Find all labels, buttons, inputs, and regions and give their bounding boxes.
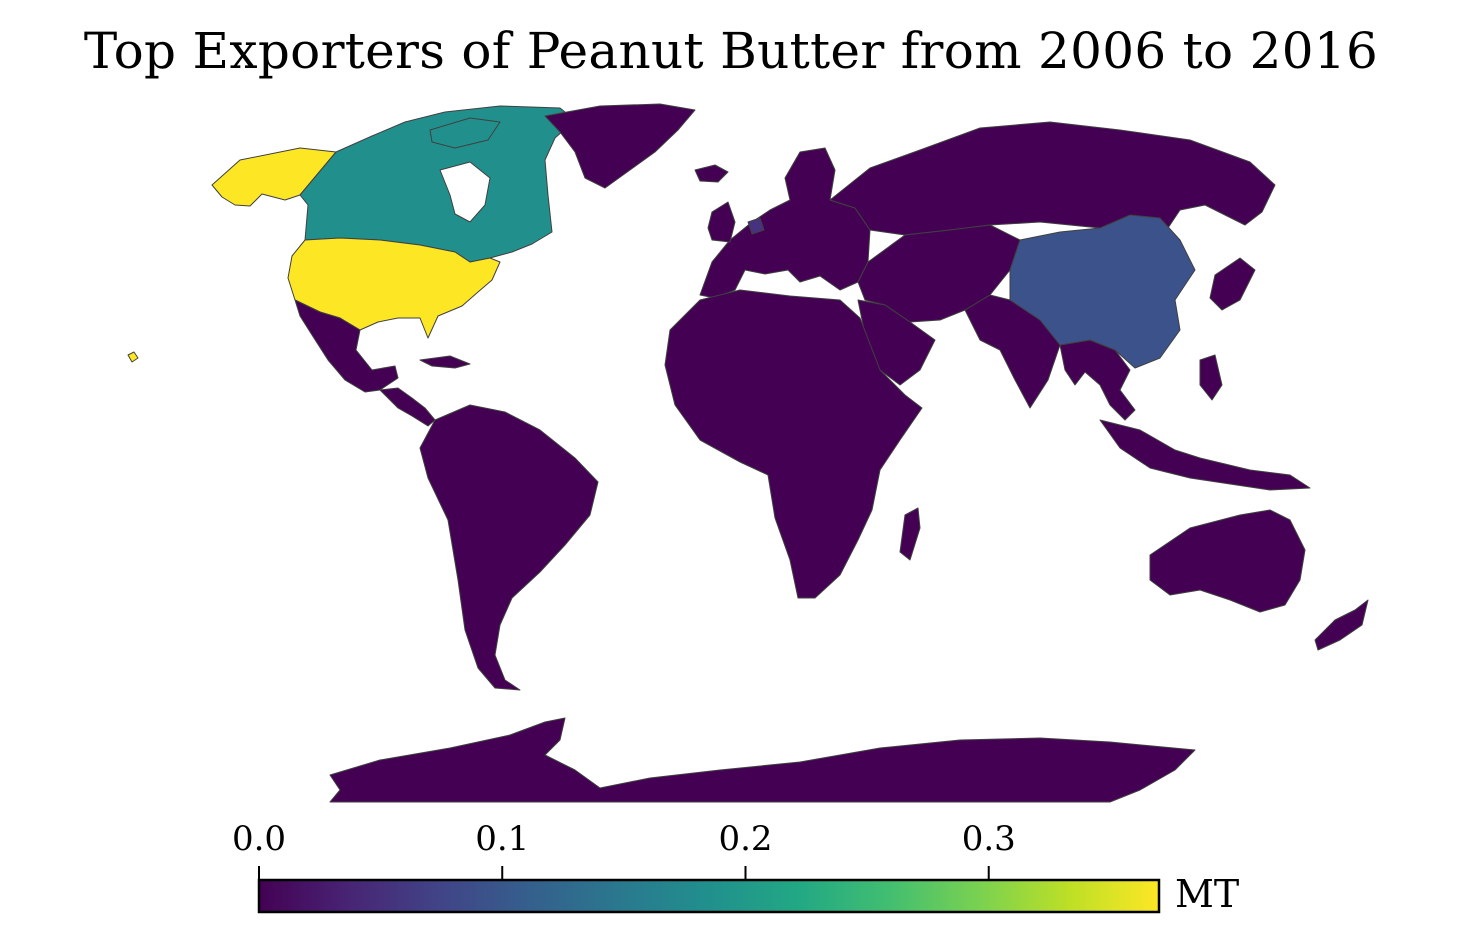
country-netherlands[interactable] — [747, 217, 765, 235]
country-iceland — [694, 164, 729, 183]
country-china[interactable] — [1009, 214, 1196, 369]
chart-title: Top Exporters of Peanut Butter from 2006… — [83, 22, 1379, 80]
region-philippines — [1199, 354, 1223, 401]
hawaii — [127, 351, 139, 363]
country-mexico[interactable] — [294, 299, 399, 393]
colorbar-gradient — [257, 878, 1161, 914]
colorbar-tick-label: 0.3 — [962, 819, 1016, 859]
region-caribbean — [419, 355, 471, 369]
country-usa-alaska[interactable] — [211, 147, 337, 207]
colorbar-tick-label: 0.1 — [475, 819, 529, 859]
hudson-bay — [439, 161, 491, 223]
region-africa — [664, 289, 923, 599]
country-new-zealand — [1314, 599, 1369, 651]
colorbar-unit-label: MT — [1175, 872, 1239, 916]
world-map — [127, 103, 1369, 803]
country-canada-islands[interactable] — [429, 117, 501, 149]
region-antarctica — [329, 717, 1196, 803]
region-indonesia — [1099, 419, 1311, 491]
region-south-asia — [964, 294, 1061, 409]
country-greenland[interactable] — [544, 103, 696, 189]
country-madagascar — [899, 507, 921, 561]
country-australia — [1149, 509, 1306, 613]
colorbar-tick-label: 0.2 — [718, 819, 772, 859]
colorbar-tick-label: 0.0 — [232, 819, 286, 859]
country-uk — [707, 201, 736, 243]
region-south-america — [419, 404, 599, 691]
country-japan — [1209, 257, 1256, 311]
